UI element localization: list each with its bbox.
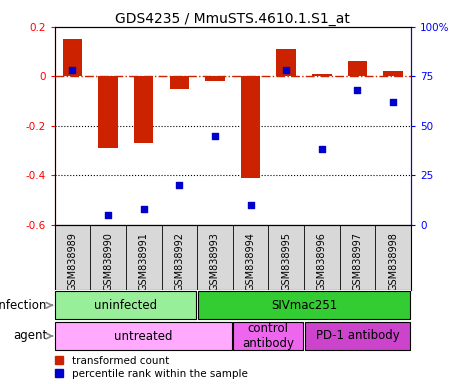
- Text: control
antibody: control antibody: [242, 322, 294, 350]
- Text: GSM838996: GSM838996: [317, 232, 327, 291]
- Bar: [134, 76, 153, 143]
- Text: agent: agent: [13, 329, 48, 343]
- Bar: [241, 76, 260, 178]
- Text: GSM838993: GSM838993: [210, 232, 220, 291]
- Point: [247, 202, 255, 208]
- Text: GSM838994: GSM838994: [246, 232, 256, 291]
- Text: GSM838989: GSM838989: [67, 232, 77, 291]
- Point: [318, 146, 326, 152]
- Text: GSM838990: GSM838990: [103, 232, 113, 291]
- Title: GDS4235 / MmuSTS.4610.1.S1_at: GDS4235 / MmuSTS.4610.1.S1_at: [115, 12, 350, 26]
- Point: [353, 87, 361, 93]
- Bar: [348, 61, 367, 76]
- Text: GSM838997: GSM838997: [352, 232, 362, 291]
- Text: GSM838995: GSM838995: [281, 232, 291, 291]
- Legend: transformed count, percentile rank within the sample: transformed count, percentile rank withi…: [55, 356, 247, 379]
- Point: [211, 132, 218, 139]
- Bar: [55, 291, 197, 319]
- Text: untreated: untreated: [114, 329, 173, 343]
- Bar: [312, 74, 332, 76]
- Bar: [63, 39, 82, 76]
- Text: GSM838992: GSM838992: [174, 232, 184, 291]
- Point: [104, 212, 112, 218]
- Text: infection: infection: [0, 299, 48, 312]
- Text: PD-1 antibody: PD-1 antibody: [315, 329, 399, 343]
- Bar: [276, 49, 296, 76]
- Point: [390, 99, 397, 105]
- Bar: [383, 71, 403, 76]
- Bar: [305, 322, 410, 350]
- Bar: [205, 76, 225, 81]
- Point: [140, 206, 147, 212]
- Point: [282, 67, 290, 73]
- Bar: [55, 322, 232, 350]
- Point: [68, 67, 76, 73]
- Bar: [233, 322, 303, 350]
- Text: SIVmac251: SIVmac251: [271, 299, 337, 312]
- Text: GSM838998: GSM838998: [388, 232, 398, 291]
- Bar: [198, 291, 410, 319]
- Bar: [170, 76, 189, 89]
- Text: uninfected: uninfected: [95, 299, 157, 312]
- Bar: [98, 76, 118, 148]
- Point: [176, 182, 183, 188]
- Text: GSM838991: GSM838991: [139, 232, 149, 291]
